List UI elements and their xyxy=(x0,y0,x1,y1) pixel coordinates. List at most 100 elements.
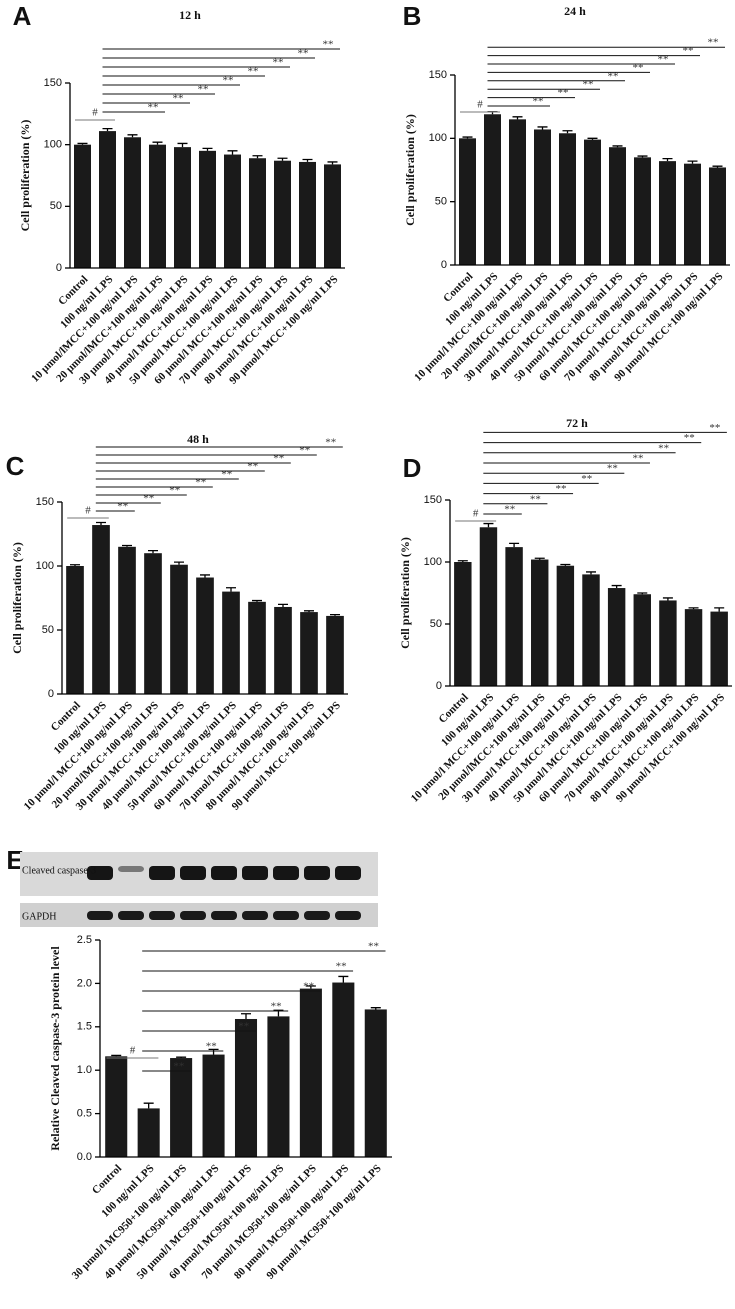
blot-band xyxy=(149,911,175,920)
bar xyxy=(684,163,701,265)
error-bar xyxy=(562,130,573,134)
bar xyxy=(174,147,191,268)
bar xyxy=(249,158,266,268)
significance-label: ** xyxy=(169,485,180,497)
blot-band xyxy=(180,911,206,920)
bar xyxy=(199,150,216,268)
significance-label: ** xyxy=(684,432,695,444)
bar xyxy=(92,525,110,694)
error-bar xyxy=(587,137,598,140)
error-bar xyxy=(688,607,699,610)
error-bar xyxy=(277,157,288,161)
blot-band xyxy=(211,866,237,880)
significance-label: ** xyxy=(273,453,284,465)
bar xyxy=(224,154,241,268)
error-bar xyxy=(143,1102,154,1109)
y-axis-label: Cell proliferation (%) xyxy=(403,114,417,226)
panel-letter: B xyxy=(403,1,422,31)
significance-label: ** xyxy=(336,961,347,973)
significance-label: ** xyxy=(303,981,314,993)
error-bar xyxy=(537,126,548,130)
bar xyxy=(202,1054,225,1157)
significance-label: ** xyxy=(195,477,206,489)
bar xyxy=(299,988,322,1157)
error-bar xyxy=(304,610,314,613)
error-bar xyxy=(111,1054,122,1057)
blot-band xyxy=(335,866,361,880)
blot-band xyxy=(118,911,144,920)
blot-band xyxy=(304,866,330,880)
error-bar xyxy=(534,557,545,560)
significance-label: ** xyxy=(368,941,379,953)
blot-band xyxy=(304,911,330,920)
error-bar xyxy=(278,603,288,607)
bar xyxy=(609,147,626,265)
blot-band xyxy=(180,866,206,880)
significance-label: ** xyxy=(533,96,544,108)
error-bar xyxy=(96,521,106,526)
blot-band xyxy=(242,866,268,880)
significance-label: ** xyxy=(709,422,720,434)
significance-label: ** xyxy=(248,66,259,78)
significance-label: ** xyxy=(238,1021,249,1033)
significance-label: ** xyxy=(708,37,719,49)
error-bar xyxy=(226,587,236,592)
bar xyxy=(582,574,600,686)
bar xyxy=(709,167,726,265)
y-tick-label: 0 xyxy=(441,259,447,271)
significance-label: ** xyxy=(608,70,619,82)
bar xyxy=(267,1016,290,1157)
blot-band xyxy=(211,911,237,920)
error-bar xyxy=(70,564,80,566)
significance-label: ** xyxy=(273,57,284,69)
panel-letter: E xyxy=(6,845,23,875)
significance-label: ** xyxy=(299,445,310,457)
y-tick-label: 150 xyxy=(36,496,54,508)
bar xyxy=(459,138,476,265)
significance-label: ** xyxy=(173,1061,184,1073)
significance-label: ** xyxy=(247,461,258,473)
y-tick-label: 100 xyxy=(36,560,54,572)
error-bar xyxy=(148,549,158,554)
bar xyxy=(274,606,292,694)
error-bar xyxy=(612,145,623,148)
error-bar xyxy=(509,542,520,548)
error-bar xyxy=(457,560,468,562)
significance-label: ** xyxy=(298,48,309,60)
significance-label: ** xyxy=(148,102,159,114)
bar xyxy=(556,565,575,686)
y-axis-label: Relative Cleaved caspase-3 protein level xyxy=(48,946,62,1151)
error-bar xyxy=(330,613,340,616)
chart-title: 12 h xyxy=(179,8,201,22)
y-tick-label: 0.0 xyxy=(77,1151,92,1163)
significance-label: ** xyxy=(271,1001,282,1013)
y-tick-label: 100 xyxy=(429,132,447,144)
bar xyxy=(324,164,341,268)
significance-label: ** xyxy=(323,39,334,51)
bar xyxy=(559,133,576,265)
error-bar xyxy=(208,1048,219,1055)
y-tick-label: 1.0 xyxy=(77,1064,92,1076)
blot-band xyxy=(273,866,299,880)
y-axis-label: Cell proliferation (%) xyxy=(10,542,24,654)
error-bar xyxy=(611,584,622,589)
significance-label: # xyxy=(130,1045,136,1057)
bar xyxy=(633,594,651,686)
y-tick-label: 0 xyxy=(48,688,54,700)
error-bar xyxy=(712,165,723,168)
y-tick-label: 50 xyxy=(42,624,54,636)
y-tick-label: 0.5 xyxy=(77,1108,92,1120)
bar xyxy=(479,527,498,686)
chart-title: 48 h xyxy=(187,432,209,446)
y-tick-label: 100 xyxy=(44,139,62,151)
significance-label: ** xyxy=(683,45,694,57)
bar xyxy=(170,564,188,694)
bar xyxy=(137,1108,160,1157)
bar xyxy=(118,546,136,694)
significance-label: ** xyxy=(117,501,128,513)
bar xyxy=(149,144,166,268)
y-tick-label: 50 xyxy=(50,200,62,212)
blot-band xyxy=(87,911,113,920)
bar xyxy=(222,591,240,694)
